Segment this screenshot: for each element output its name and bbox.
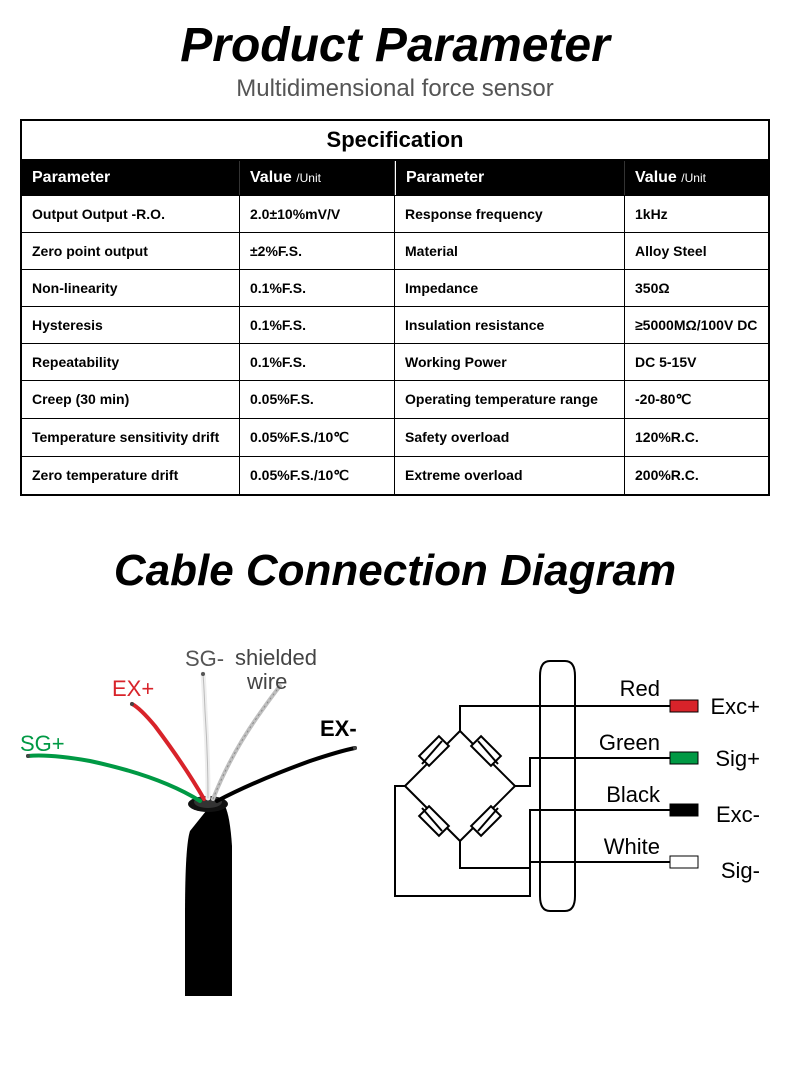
param-cell: Safety overload: [395, 419, 625, 456]
value-cell: 0.1%F.S.: [240, 344, 395, 380]
value-label: Value: [250, 169, 292, 186]
cable-illustration: [10, 616, 380, 996]
param-cell: Non-linearity: [22, 270, 240, 306]
table-row: Creep (30 min)0.05%F.S.Operating tempera…: [22, 380, 768, 418]
param-cell: Operating temperature range: [395, 381, 625, 418]
pin-name-white: White: [604, 834, 660, 860]
value-cell: 120%R.C.: [625, 419, 768, 456]
table-row: Repeatability0.1%F.S.Working PowerDC 5-1…: [22, 343, 768, 380]
wire-label-ex-minus: EX-: [320, 716, 357, 742]
spec-table-title: Specification: [22, 121, 768, 161]
pin-name-green: Green: [599, 730, 660, 756]
param-cell: Extreme overload: [395, 457, 625, 494]
value-cell: 0.05%F.S./10℃: [240, 419, 395, 456]
wire-label-shielded: shielded wire: [235, 646, 317, 694]
pin-signal-exc-minus: Exc-: [716, 802, 760, 828]
col-header-value-right: Value /Unit: [625, 161, 768, 195]
param-cell: Hysteresis: [22, 307, 240, 343]
table-row: Temperature sensitivity drift0.05%F.S./1…: [22, 418, 768, 456]
wire-label-sg-plus: SG+: [20, 731, 65, 757]
param-cell: Zero point output: [22, 233, 240, 269]
value-cell: 0.1%F.S.: [240, 270, 395, 306]
page-title: Product Parameter: [0, 18, 790, 73]
param-cell: Creep (30 min): [22, 381, 240, 418]
value-cell: 200%R.C.: [625, 457, 768, 494]
pin-name-black: Black: [606, 782, 660, 808]
value-cell: 0.05%F.S./10℃: [240, 457, 395, 494]
value-cell: Alloy Steel: [625, 233, 768, 269]
value-cell: ≥5000MΩ/100V DC: [625, 307, 768, 343]
param-cell: Working Power: [395, 344, 625, 380]
pin-name-red: Red: [620, 676, 660, 702]
schematic-diagram: [390, 646, 770, 946]
value-cell: 0.1%F.S.: [240, 307, 395, 343]
param-cell: Impedance: [395, 270, 625, 306]
value-unit: /Unit: [681, 171, 706, 185]
page-subtitle: Multidimensional force sensor: [0, 75, 790, 103]
col-header-value-left: Value /Unit: [240, 161, 395, 195]
table-row: Hysteresis0.1%F.S.Insulation resistance≥…: [22, 306, 768, 343]
col-header-parameter-left: Parameter: [22, 161, 240, 195]
table-row: Non-linearity0.1%F.S.Impedance350Ω: [22, 269, 768, 306]
wire-label-sg-minus: SG-: [185, 646, 224, 672]
pin-signal-sig-plus: Sig+: [715, 746, 760, 772]
wire-label-ex-plus: EX+: [112, 676, 154, 702]
param-cell: Insulation resistance: [395, 307, 625, 343]
param-cell: Material: [395, 233, 625, 269]
param-cell: Output Output -R.O.: [22, 196, 240, 232]
value-cell: 350Ω: [625, 270, 768, 306]
table-row: Output Output -R.O.2.0±10%mV/VResponse f…: [22, 195, 768, 232]
spec-table-body: Output Output -R.O.2.0±10%mV/VResponse f…: [22, 195, 768, 494]
param-cell: Repeatability: [22, 344, 240, 380]
table-row: Zero temperature drift0.05%F.S./10℃Extre…: [22, 456, 768, 494]
col-header-parameter-right: Parameter: [395, 161, 625, 195]
table-row: Zero point output±2%F.S.MaterialAlloy St…: [22, 232, 768, 269]
diagram-title: Cable Connection Diagram: [0, 546, 790, 596]
value-cell: ±2%F.S.: [240, 233, 395, 269]
value-cell: DC 5-15V: [625, 344, 768, 380]
value-cell: -20-80℃: [625, 381, 768, 418]
wire-text: wire: [247, 669, 287, 694]
value-cell: 2.0±10%mV/V: [240, 196, 395, 232]
param-cell: Zero temperature drift: [22, 457, 240, 494]
spec-header-row: Parameter Value /Unit Parameter Value /U…: [22, 161, 768, 195]
param-cell: Temperature sensitivity drift: [22, 419, 240, 456]
value-cell: 0.05%F.S.: [240, 381, 395, 418]
shielded-text: shielded: [235, 645, 317, 670]
title-block: Product Parameter Multidimensional force…: [0, 0, 790, 103]
value-label: Value: [635, 169, 677, 186]
pin-signal-exc-plus: Exc+: [710, 694, 760, 720]
value-unit: /Unit: [296, 171, 321, 185]
pin-signal-sig-minus: Sig-: [721, 858, 760, 884]
param-cell: Response frequency: [395, 196, 625, 232]
value-cell: 1kHz: [625, 196, 768, 232]
diagram-area: SG+ EX+ SG- shielded wire EX-: [20, 616, 770, 996]
spec-table: Specification Parameter Value /Unit Para…: [20, 119, 770, 496]
